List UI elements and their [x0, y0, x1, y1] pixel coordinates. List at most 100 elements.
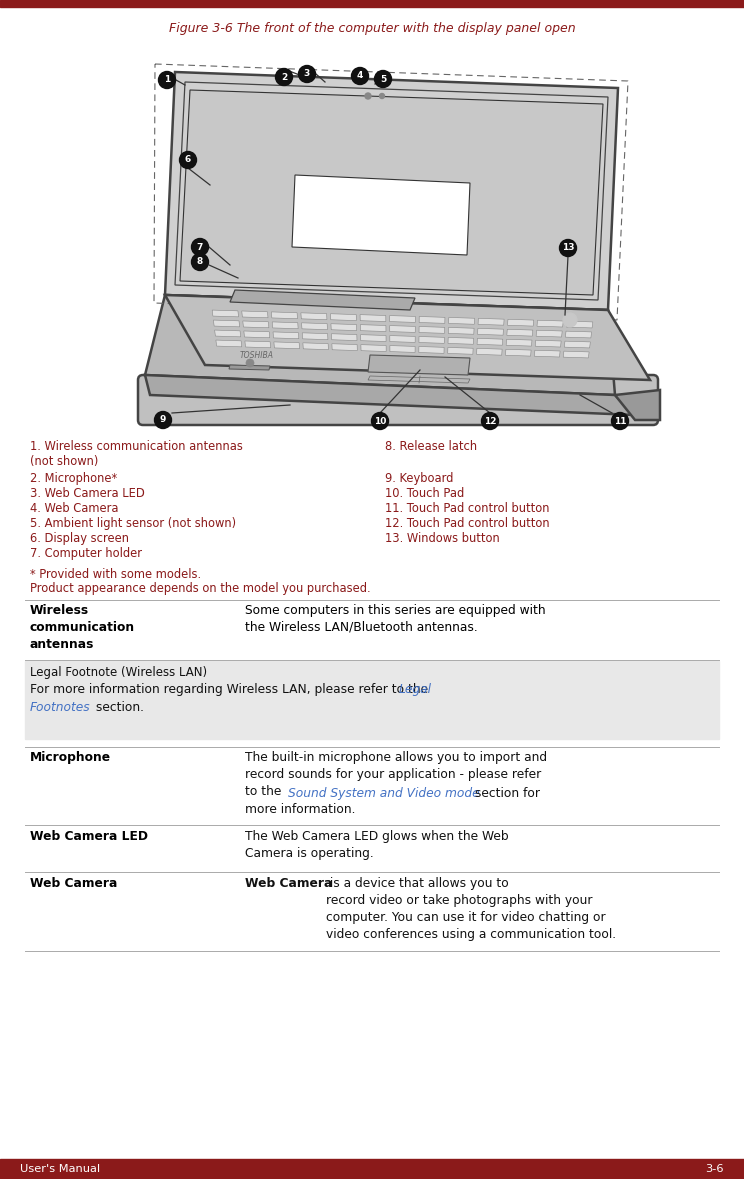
Polygon shape — [368, 376, 470, 383]
Text: 11. Touch Pad control button: 11. Touch Pad control button — [385, 502, 550, 515]
Polygon shape — [215, 330, 241, 337]
Polygon shape — [331, 324, 356, 330]
Text: section.: section. — [92, 702, 144, 714]
Text: 3-6: 3-6 — [705, 1164, 724, 1174]
Polygon shape — [390, 316, 415, 322]
Bar — [0, 1159, 744, 1179]
Polygon shape — [478, 329, 504, 335]
Polygon shape — [272, 322, 298, 329]
Polygon shape — [506, 340, 532, 347]
Text: Sound System and Video mode: Sound System and Video mode — [288, 788, 480, 801]
Polygon shape — [565, 331, 591, 338]
Text: 7: 7 — [197, 243, 203, 251]
Polygon shape — [390, 325, 415, 332]
Polygon shape — [368, 355, 470, 375]
Text: Footnotes: Footnotes — [30, 702, 91, 714]
Text: 3: 3 — [304, 70, 310, 79]
Circle shape — [179, 151, 196, 169]
Polygon shape — [243, 321, 269, 328]
Polygon shape — [272, 312, 298, 318]
Text: 6: 6 — [185, 156, 191, 165]
Text: 6. Display screen: 6. Display screen — [30, 532, 129, 545]
Text: Legal: Legal — [399, 683, 432, 696]
Circle shape — [365, 93, 371, 99]
Polygon shape — [534, 350, 560, 357]
Text: 2. Microphone*: 2. Microphone* — [30, 472, 117, 485]
Text: Some computers in this series are equipped with
the Wireless LAN/Bluetooth anten: Some computers in this series are equipp… — [245, 604, 545, 634]
Circle shape — [275, 68, 292, 86]
Polygon shape — [390, 336, 415, 342]
Polygon shape — [477, 348, 502, 355]
Polygon shape — [165, 72, 618, 310]
Text: (not shown): (not shown) — [30, 455, 98, 468]
Circle shape — [379, 93, 385, 99]
Text: Figure 3-6 The front of the computer with the display panel open: Figure 3-6 The front of the computer wit… — [169, 22, 575, 35]
Text: 13. Windows button: 13. Windows button — [385, 532, 500, 545]
Text: more information.: more information. — [245, 803, 356, 816]
Polygon shape — [448, 348, 473, 354]
Circle shape — [191, 238, 208, 256]
Text: Web Camera: Web Camera — [30, 877, 118, 890]
Circle shape — [371, 413, 388, 429]
Polygon shape — [274, 342, 300, 349]
Polygon shape — [242, 311, 268, 318]
Text: 8: 8 — [197, 257, 203, 266]
Polygon shape — [180, 90, 603, 295]
Text: 10: 10 — [373, 416, 386, 426]
Polygon shape — [216, 340, 242, 347]
Polygon shape — [615, 390, 660, 420]
Polygon shape — [419, 316, 445, 323]
Polygon shape — [360, 324, 386, 331]
Polygon shape — [566, 321, 593, 328]
Polygon shape — [301, 312, 327, 320]
Text: Web Camera: Web Camera — [245, 877, 333, 890]
Text: Wireless
communication
antennas: Wireless communication antennas — [30, 604, 135, 651]
Polygon shape — [165, 295, 650, 380]
Circle shape — [612, 413, 629, 429]
Circle shape — [298, 66, 315, 83]
Polygon shape — [303, 343, 328, 350]
Circle shape — [246, 358, 254, 367]
Polygon shape — [332, 344, 357, 350]
FancyBboxPatch shape — [138, 375, 658, 424]
Text: 3. Web Camera LED: 3. Web Camera LED — [30, 487, 145, 500]
Polygon shape — [449, 328, 474, 335]
Text: 7. Computer holder: 7. Computer holder — [30, 547, 142, 560]
Polygon shape — [478, 318, 504, 325]
Text: Web Camera LED: Web Camera LED — [30, 830, 148, 843]
Text: 10. Touch Pad: 10. Touch Pad — [385, 487, 464, 500]
Text: 4. Web Camera: 4. Web Camera — [30, 502, 118, 515]
Text: Legal Footnote (Wireless LAN): Legal Footnote (Wireless LAN) — [30, 666, 207, 679]
Text: 12: 12 — [484, 416, 496, 426]
Text: 2: 2 — [281, 72, 287, 81]
Polygon shape — [330, 314, 356, 321]
Circle shape — [191, 253, 208, 270]
Polygon shape — [145, 295, 615, 395]
Text: For more information regarding Wireless LAN, please refer to the: For more information regarding Wireless … — [30, 683, 432, 696]
Polygon shape — [212, 310, 239, 317]
Text: 1. Wireless communication antennas: 1. Wireless communication antennas — [30, 440, 243, 453]
Polygon shape — [229, 365, 270, 370]
Text: section for: section for — [471, 788, 540, 801]
Polygon shape — [292, 174, 470, 255]
Polygon shape — [301, 323, 327, 330]
Polygon shape — [245, 341, 271, 348]
Text: * Provided with some models.: * Provided with some models. — [30, 568, 201, 581]
Bar — [0, 0, 744, 7]
Polygon shape — [244, 331, 270, 338]
Polygon shape — [477, 338, 503, 345]
Polygon shape — [331, 334, 357, 341]
Circle shape — [559, 239, 577, 257]
Polygon shape — [419, 347, 444, 354]
Polygon shape — [273, 332, 299, 338]
Text: 4: 4 — [357, 72, 363, 80]
Polygon shape — [535, 341, 561, 347]
Circle shape — [563, 312, 577, 327]
Text: TOSHIBA: TOSHIBA — [240, 350, 274, 360]
Bar — [25, 661, 719, 739]
Circle shape — [155, 411, 172, 428]
Polygon shape — [564, 341, 590, 348]
Polygon shape — [563, 351, 589, 358]
Text: 1: 1 — [164, 75, 170, 85]
Text: 9. Keyboard: 9. Keyboard — [385, 472, 453, 485]
